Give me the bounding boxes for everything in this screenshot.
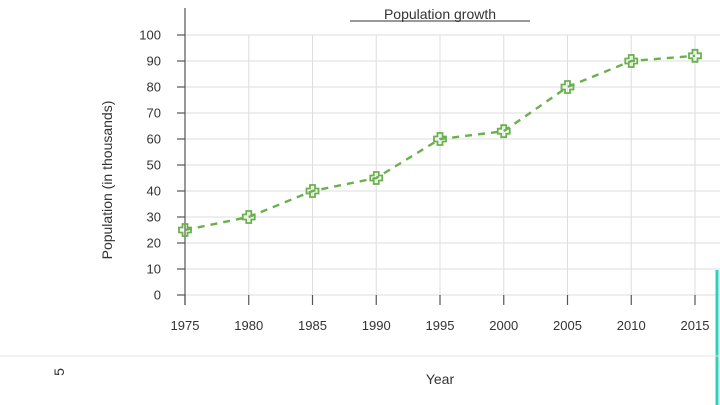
- plus-marker: [560, 80, 575, 94]
- x-tick-label: 2000: [489, 318, 518, 333]
- y-tick-label: 10: [147, 262, 161, 277]
- x-tick-label: 1980: [234, 318, 263, 333]
- data-point-marker: [241, 210, 256, 224]
- plus-marker: [433, 132, 447, 146]
- plus-marker: [624, 54, 639, 68]
- plus-marker: [496, 124, 511, 139]
- x-tick-labels: 1975 1980 1985 1990 1995 2000 2005 2010 2015: [171, 318, 710, 333]
- y-tick-label: 50: [147, 158, 161, 173]
- plus-marker: [241, 210, 256, 224]
- x-axis-title: Year: [426, 371, 455, 387]
- data-point-marker: [433, 132, 447, 146]
- x-tick-label: 2010: [617, 318, 646, 333]
- data-point-marker: [560, 80, 575, 94]
- y-tick-label: 0: [154, 288, 161, 303]
- plus-marker: [178, 223, 192, 237]
- axes: [177, 8, 696, 305]
- x-tick-label: 2005: [553, 318, 582, 333]
- data-point-marker: [178, 223, 192, 237]
- series: [178, 48, 702, 237]
- y-axis-title: Population (in thousands): [99, 101, 115, 260]
- y-tick-label: 70: [147, 106, 161, 121]
- data-point-marker: [496, 124, 511, 139]
- x-tick-label: 1975: [171, 318, 200, 333]
- cropped-page-fragment-text: 5: [51, 368, 67, 376]
- y-tick-label: 100: [139, 28, 161, 43]
- x-tick-label: 1995: [426, 318, 455, 333]
- y-tick-label: 40: [147, 184, 161, 199]
- plus-marker: [305, 184, 320, 198]
- plus-marker: [369, 171, 384, 185]
- y-tick-labels: 0 10 20 30 40 50 60 70 80 90 100: [139, 28, 161, 303]
- data-point-marker: [305, 184, 320, 198]
- x-tick-label: 1985: [298, 318, 327, 333]
- y-tick-label: 30: [147, 210, 161, 225]
- y-tick-label: 80: [147, 80, 161, 95]
- data-point-marker: [369, 171, 384, 185]
- chart-title: Population growth: [384, 6, 496, 22]
- data-point-marker: [624, 54, 639, 68]
- series-line: [184, 54, 696, 232]
- grid: [184, 34, 720, 296]
- y-tick-label: 60: [147, 132, 161, 147]
- y-tick-label: 20: [147, 236, 161, 251]
- plus-marker: [688, 48, 702, 63]
- data-point-marker: [688, 48, 702, 63]
- x-tick-label: 1990: [362, 318, 391, 333]
- x-tick-label: 2015: [681, 318, 710, 333]
- y-tick-label: 90: [147, 54, 161, 69]
